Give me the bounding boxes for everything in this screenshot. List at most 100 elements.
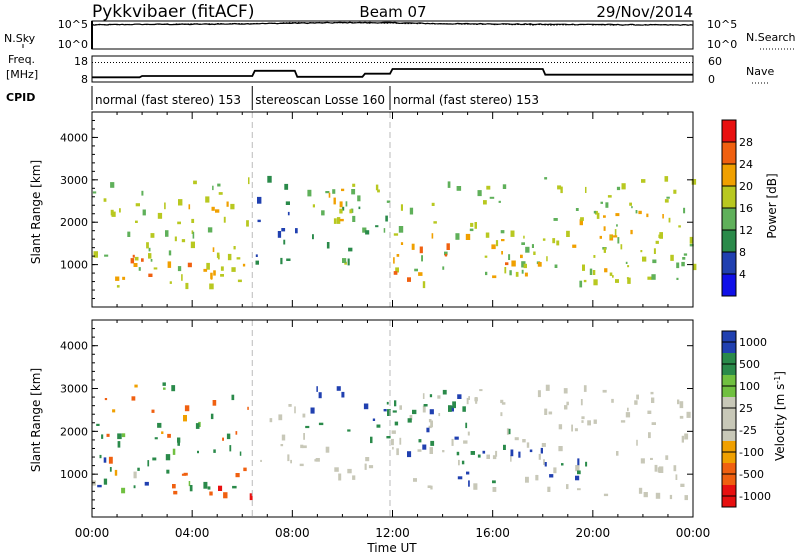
- heatmap-cell: [364, 463, 367, 470]
- heatmap-cell: [399, 405, 402, 410]
- heatmap-cell: [521, 242, 525, 245]
- heatmap-cell: [376, 424, 381, 428]
- cpid-panel: CPID normal (fast stereo) 153 stereoscan …: [6, 86, 539, 110]
- heatmap-cell: [205, 196, 210, 203]
- heatmap-cell: [342, 206, 345, 211]
- heatmap-cell: [217, 254, 220, 260]
- heatmap-cell: [365, 457, 370, 462]
- heatmap-cell: [495, 450, 498, 457]
- heatmap-cell: [392, 410, 397, 413]
- heatmap-cell: [189, 485, 193, 492]
- heatmap-cell: [621, 183, 626, 190]
- heatmap-cell: [477, 454, 481, 458]
- heatmap-cell: [177, 437, 181, 443]
- heatmap-cell: [122, 276, 126, 280]
- heatmap-cell: [547, 486, 551, 492]
- heatmap-cell: [339, 208, 343, 214]
- heatmap-cell: [148, 247, 151, 252]
- heatmap-cell: [348, 247, 353, 252]
- heatmap-cell: [629, 202, 632, 206]
- heatmap-cell: [400, 204, 403, 211]
- velocity-colorbar-tick-label: -100: [739, 446, 764, 459]
- heatmap-cell: [595, 210, 598, 215]
- velocity-colorbar: 1000 500 100 25 -25 -100 -500 -1000: [721, 330, 771, 508]
- heatmap-cell: [521, 261, 526, 268]
- heatmap-cell: [620, 420, 626, 423]
- heatmap-cell: [448, 405, 452, 412]
- nsky-series: [91, 21, 694, 49]
- heatmap-cell: [678, 225, 681, 228]
- heatmap-cell: [537, 390, 541, 398]
- heatmap-cell: [287, 454, 290, 462]
- heatmap-cell: [133, 263, 138, 267]
- heatmap-cell: [173, 490, 178, 495]
- heatmap-cell: [372, 418, 376, 421]
- heatmap-cell: [501, 251, 503, 255]
- heatmap-cell: [442, 450, 445, 453]
- heatmap-cell: [508, 428, 511, 435]
- heatmap-cell: [283, 239, 286, 245]
- heatmap-cell: [393, 233, 399, 236]
- power-heatmap: [92, 112, 697, 307]
- heatmap-cell: [104, 254, 109, 257]
- nave-tick-top: 60: [708, 55, 722, 68]
- heatmap-cell: [236, 257, 241, 260]
- heatmap-cell: [135, 203, 140, 207]
- heatmap-cell: [593, 419, 597, 424]
- heatmap-cell: [375, 225, 379, 228]
- heatmap-cell: [231, 267, 236, 272]
- heatmap-cell: [577, 458, 580, 466]
- heatmap-cell: [144, 481, 149, 486]
- heatmap-cell: [385, 215, 388, 222]
- heatmap-cell: [181, 239, 186, 243]
- heatmap-cell: [580, 217, 584, 221]
- heatmap-cell: [468, 396, 470, 400]
- heatmap-cell: [141, 258, 144, 262]
- heatmap-cell: [423, 404, 428, 407]
- heatmap-cell: [109, 467, 112, 472]
- heatmap-cell: [427, 485, 432, 488]
- heatmap-cell: [142, 209, 146, 216]
- heatmap-cell: [168, 250, 172, 256]
- heatmap-cell: [502, 184, 507, 189]
- freq-label-line1: Freq.: [8, 53, 35, 66]
- frequency-series: [92, 62, 693, 79]
- heatmap-cell: [386, 200, 391, 203]
- heatmap-cell: [336, 386, 341, 391]
- heatmap-cell: [652, 259, 657, 264]
- heatmap-cell: [500, 230, 505, 234]
- heatmap-cell: [613, 235, 618, 238]
- heatmap-cell: [203, 481, 208, 489]
- heatmap-cell: [103, 457, 107, 463]
- heatmap-cell: [686, 411, 691, 418]
- heatmap-cell: [336, 217, 341, 224]
- heatmap-cell: [206, 262, 210, 270]
- heatmap-cell: [157, 422, 162, 428]
- heatmap-cell: [605, 202, 609, 208]
- heatmap-cell: [642, 256, 647, 262]
- heatmap-cell: [303, 433, 305, 440]
- heatmap-cell: [579, 280, 583, 288]
- heatmap-cell: [523, 263, 527, 269]
- heatmap-cell: [582, 264, 585, 271]
- heatmap-cell: [604, 268, 608, 273]
- power-colorbar-tick-label: 28: [739, 136, 753, 149]
- heatmap-cell: [648, 432, 651, 439]
- power-colorbar-swatch: [722, 274, 736, 296]
- heatmap-cell: [97, 484, 102, 488]
- time-tick-label: 12:00: [375, 526, 410, 540]
- heatmap-cell: [640, 250, 643, 253]
- heatmap-cell: [148, 273, 153, 277]
- nsky-right-label: N.Search: [746, 31, 796, 44]
- heatmap-cell: [529, 449, 533, 453]
- heatmap-cell: [218, 485, 223, 491]
- heatmap-cell: [564, 405, 568, 410]
- heatmap-cell: [151, 409, 155, 413]
- heatmap-cell: [556, 240, 560, 246]
- heatmap-cell: [492, 275, 497, 279]
- heatmap-cell: [510, 454, 512, 462]
- heatmap-cell: [231, 394, 235, 401]
- heatmap-cell: [454, 436, 459, 440]
- heatmap-cell: [260, 459, 262, 462]
- heatmap-cell: [257, 196, 262, 204]
